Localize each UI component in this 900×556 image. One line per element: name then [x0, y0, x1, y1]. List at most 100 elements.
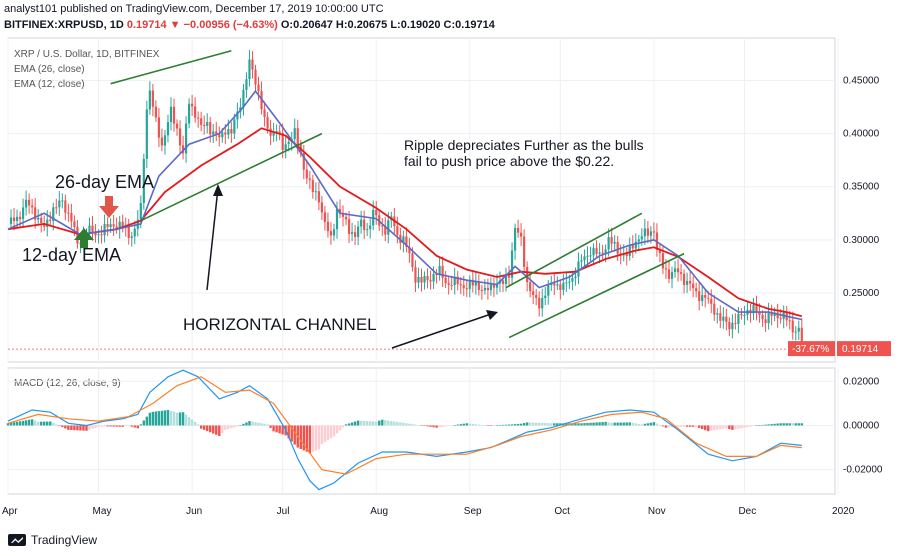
- time-tick-label: Apr: [2, 506, 18, 517]
- candle-body: [797, 327, 800, 332]
- candle-body: [335, 208, 339, 230]
- candle-body: [658, 249, 662, 254]
- macd-histogram-bar: [359, 420, 363, 426]
- candle-body: [501, 280, 505, 284]
- candle-body: [676, 268, 680, 273]
- candle-body: [88, 225, 91, 234]
- candle-body: [278, 131, 281, 133]
- candle-body: [215, 131, 218, 135]
- candle-body: [275, 131, 278, 133]
- candle-body: [758, 311, 761, 315]
- candle-body: [272, 132, 275, 136]
- candle-body: [212, 131, 215, 135]
- macd-histogram-bar: [728, 425, 731, 430]
- candle-body: [538, 297, 541, 309]
- candle-body: [366, 229, 369, 231]
- tradingview-footer[interactable]: TradingView: [8, 533, 97, 547]
- macd-histogram-bar: [697, 425, 701, 428]
- candle-body: [601, 252, 604, 254]
- candle-body: [97, 234, 100, 236]
- candle-body: [526, 266, 529, 283]
- symbol-label[interactable]: BITFINEX:XRPUSD, 1D: [4, 19, 124, 31]
- candle-body: [251, 59, 254, 70]
- candle-body: [791, 320, 794, 333]
- candle-body: [583, 256, 586, 261]
- macd-histogram-bar: [773, 423, 776, 426]
- candle-body: [46, 219, 49, 227]
- macd-histogram-bar: [187, 417, 191, 426]
- candle-body: [432, 273, 435, 282]
- candle-body: [471, 279, 474, 286]
- macd-histogram-bar: [399, 422, 402, 426]
- candle-body: [187, 103, 191, 124]
- macd-histogram-bar: [610, 422, 613, 426]
- candle-body: [40, 217, 43, 224]
- candle-body: [483, 287, 486, 291]
- macd-histogram-bar: [269, 425, 272, 428]
- candle-body: [574, 276, 577, 278]
- macd-histogram-bar: [516, 423, 520, 426]
- trendline: [140, 132, 323, 222]
- candle-body: [263, 109, 266, 117]
- macd-histogram-bar: [221, 425, 224, 433]
- macd-histogram-bar: [115, 425, 118, 427]
- candle-body: [607, 237, 610, 250]
- macd-histogram-bar: [362, 420, 366, 426]
- macd-histogram-bar: [444, 425, 447, 427]
- macd-histogram-bar: [317, 425, 321, 450]
- macd-histogram-bar: [586, 422, 589, 426]
- macd-histogram-bar: [311, 425, 315, 452]
- arrow-line: [206, 187, 219, 291]
- macd-histogram-bar: [381, 419, 384, 426]
- candle-body: [169, 106, 173, 123]
- macd-histogram-bar: [124, 425, 127, 427]
- macd-histogram-bar: [489, 425, 493, 426]
- candle-body: [302, 152, 305, 170]
- macd-histogram-bar: [544, 423, 547, 426]
- macd-histogram-bar: [791, 423, 794, 426]
- change-pct-label: -37.67%: [792, 344, 829, 355]
- arrow-line: [391, 312, 495, 349]
- macd-histogram-bar: [411, 424, 414, 426]
- trendline: [110, 49, 232, 85]
- macd-histogram-bar: [43, 421, 46, 426]
- trendline: [508, 252, 685, 339]
- candle-body: [532, 291, 535, 296]
- macd-histogram-bar: [130, 425, 133, 427]
- macd-histogram-bar: [456, 424, 459, 426]
- macd-histogram-bar: [468, 423, 471, 426]
- candle-body: [447, 283, 450, 285]
- candle-body: [429, 280, 432, 282]
- macd-histogram-bar: [559, 423, 562, 426]
- candle-body: [556, 284, 559, 286]
- candle-body: [516, 227, 520, 233]
- macd-histogram-bar: [797, 423, 800, 426]
- candle-body: [305, 169, 308, 179]
- macd-histogram-bar: [393, 421, 396, 426]
- macd-histogram-bar: [36, 421, 40, 426]
- candle-body: [752, 305, 755, 314]
- macd-histogram-bar: [716, 425, 719, 430]
- macd-histogram-bar: [622, 422, 625, 426]
- macd-histogram-bar: [486, 425, 490, 426]
- candle-body: [779, 318, 782, 320]
- macd-histogram-bar: [740, 425, 743, 429]
- macd-histogram-bar: [426, 425, 429, 427]
- candle-body: [710, 298, 713, 304]
- candle-body: [686, 280, 689, 285]
- macd-histogram-bar: [127, 425, 130, 426]
- macd-histogram-bar: [305, 425, 309, 452]
- candle-body: [9, 217, 13, 224]
- candle-body: [637, 239, 640, 242]
- macd-histogram-bar: [779, 423, 782, 426]
- candle-body: [535, 295, 538, 298]
- macd-histogram-bar: [118, 425, 121, 427]
- macd-histogram-bar: [365, 421, 369, 426]
- candle-body: [468, 279, 471, 289]
- macd-histogram-bar: [320, 425, 324, 445]
- macd-histogram-bar: [181, 412, 185, 426]
- tradingview-brand: TradingView: [31, 533, 98, 547]
- candle-body: [565, 282, 568, 284]
- candle-body: [420, 277, 423, 283]
